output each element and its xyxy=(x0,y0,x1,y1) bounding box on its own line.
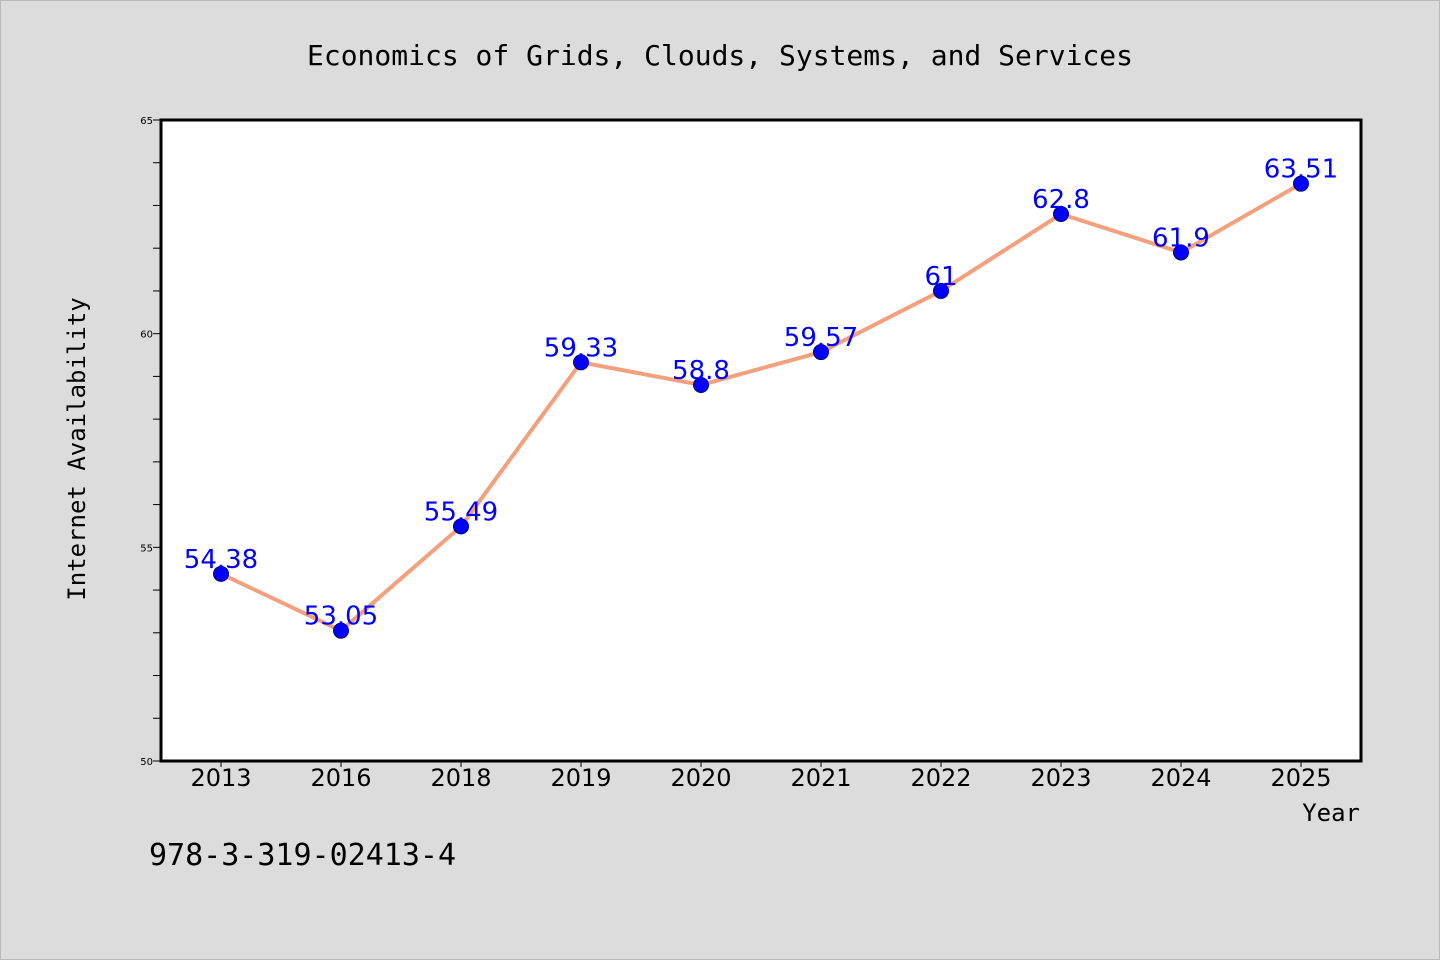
plot-area xyxy=(159,118,1363,763)
x-tick-label: 2022 xyxy=(910,764,971,792)
y-tick-label: 50 xyxy=(140,757,153,768)
x-tick-label: 2016 xyxy=(310,764,371,792)
data-label: 61.9 xyxy=(1152,223,1210,253)
x-tick-label: 2025 xyxy=(1270,764,1331,792)
series-line xyxy=(219,181,1303,633)
y-axis: 50 55 60 65 xyxy=(140,116,161,768)
chart-title: Economics of Grids, Clouds, Systems, and… xyxy=(307,39,1133,72)
data-label: 53.05 xyxy=(304,602,378,632)
x-axis: 2013 2016 2018 2019 2020 2021 2022 2023 2024 2025 xyxy=(190,761,1332,792)
y-axis-label: Internet Availability xyxy=(63,297,91,600)
data-point xyxy=(933,282,949,299)
markers-group xyxy=(213,175,1309,639)
data-point xyxy=(1293,175,1309,192)
data-point xyxy=(1053,206,1069,223)
data-label: 54.38 xyxy=(184,545,258,575)
data-label: 55.49 xyxy=(424,497,498,527)
y-tick-label: 55 xyxy=(140,543,153,554)
data-point xyxy=(333,622,349,639)
isbn-annotation: 978-3-319-02413-4 xyxy=(149,838,456,873)
y-tick-label: 60 xyxy=(140,330,153,341)
data-labels-group: 54.38 53.05 55.49 59.33 58.8 59.57 61 62.8 61.9 6… xyxy=(184,155,1338,632)
x-tick-label: 2023 xyxy=(1030,764,1091,792)
data-label: 59.57 xyxy=(784,323,858,353)
y-tick-label: 65 xyxy=(140,116,153,127)
data-point xyxy=(693,376,709,393)
data-label: 59.33 xyxy=(544,333,618,363)
x-tick-label: 2021 xyxy=(790,764,851,792)
data-label: 62.8 xyxy=(1032,185,1090,215)
data-point xyxy=(1173,244,1189,261)
x-tick-label: 2024 xyxy=(1150,764,1211,792)
series-line-group xyxy=(219,181,1303,633)
x-tick-label: 2013 xyxy=(190,764,251,792)
data-point xyxy=(813,344,829,361)
data-label: 63.51 xyxy=(1264,155,1338,185)
x-tick-label: 2019 xyxy=(550,764,611,792)
data-label: 61 xyxy=(924,262,957,292)
data-point xyxy=(453,518,469,535)
data-point xyxy=(573,354,589,371)
x-tick-label: 2020 xyxy=(670,764,731,792)
data-label: 58.8 xyxy=(672,356,730,386)
x-axis-label: Year xyxy=(1302,799,1360,827)
x-tick-label: 2018 xyxy=(430,764,491,792)
data-point xyxy=(213,565,229,582)
